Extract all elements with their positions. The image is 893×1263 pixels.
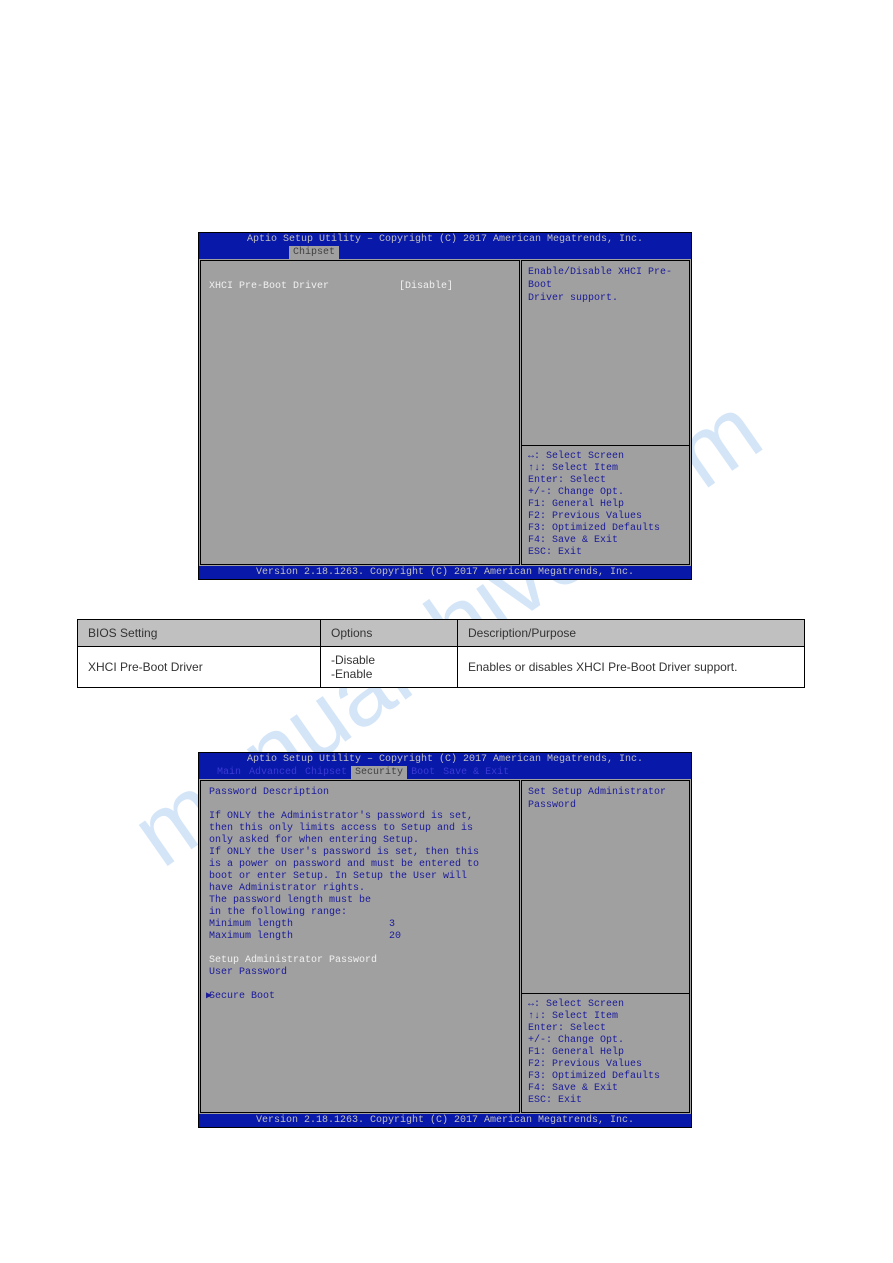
tab-boot[interactable]: Boot [407, 766, 439, 779]
table-row: XHCI Pre-Boot Driver -Disable -Enable En… [78, 647, 805, 688]
setup-admin-password[interactable]: Setup Administrator Password [209, 955, 511, 967]
key-change-opt: +/-: Change Opt. [528, 487, 683, 499]
key-select-screen: ↔: Select Screen [528, 451, 683, 463]
setting-label: XHCI Pre-Boot Driver [209, 281, 399, 292]
bios-tab-bar: Main Advanced Chipset Security Boot Save… [199, 766, 691, 779]
col-options: Options [321, 620, 458, 647]
help-key-list: ↔: Select Screen ↑↓: Select Item Enter: … [522, 445, 689, 564]
tab-main[interactable]: Main [213, 766, 245, 779]
help-description: Enable/Disable XHCI Pre-Boot Driver supp… [522, 261, 689, 445]
help-description: Set Setup Administrator Password [522, 781, 689, 993]
tab-chipset[interactable]: Chipset [301, 766, 351, 779]
bios-tab-bar: Chipset [199, 246, 691, 259]
bios-left-panel: XHCI Pre-Boot Driver [Disable] [200, 260, 520, 565]
key-enter: Enter: Select [528, 1023, 683, 1035]
secure-boot-submenu[interactable]: ▶ Secure Boot [209, 991, 511, 1003]
setting-value: [Disable] [399, 281, 453, 292]
options-table: BIOS Setting Options Description/Purpose… [77, 619, 805, 688]
tab-save-exit[interactable]: Save & Exit [439, 766, 513, 779]
bios-title: Aptio Setup Utility – Copyright (C) 2017… [199, 233, 691, 246]
min-length-row: Minimum length3 [209, 919, 511, 931]
key-select-item: ↑↓: Select Item [528, 1011, 683, 1023]
key-change-opt: +/-: Change Opt. [528, 1035, 683, 1047]
tab-chipset[interactable]: Chipset [289, 246, 339, 259]
col-description: Description/Purpose [458, 620, 805, 647]
key-enter: Enter: Select [528, 475, 683, 487]
submenu-arrow-icon: ▶ [206, 991, 212, 1003]
key-esc: ESC: Exit [528, 547, 683, 559]
user-password[interactable]: User Password [209, 967, 511, 979]
bios-footer: Version 2.18.1263. Copyright (C) 2017 Am… [199, 1114, 691, 1127]
table-header-row: BIOS Setting Options Description/Purpose [78, 620, 805, 647]
bios-right-panel: Set Setup Administrator Password ↔: Sele… [521, 780, 690, 1113]
key-f1: F1: General Help [528, 499, 683, 511]
cell-desc: Enables or disables XHCI Pre-Boot Driver… [458, 647, 805, 688]
key-f4: F4: Save & Exit [528, 535, 683, 547]
bios-title: Aptio Setup Utility – Copyright (C) 2017… [199, 753, 691, 766]
key-esc: ESC: Exit [528, 1095, 683, 1107]
key-f4: F4: Save & Exit [528, 1083, 683, 1095]
max-length-row: Maximum length20 [209, 931, 511, 943]
key-f3: F3: Optimized Defaults [528, 1071, 683, 1083]
help-key-list: ↔: Select Screen ↑↓: Select Item Enter: … [522, 993, 689, 1112]
password-description-header: Password Description [209, 787, 511, 799]
tab-advanced[interactable]: Advanced [245, 766, 301, 779]
bios-window-security: Aptio Setup Utility – Copyright (C) 2017… [198, 752, 692, 1128]
key-f1: F1: General Help [528, 1047, 683, 1059]
cell-options: -Disable -Enable [321, 647, 458, 688]
bios-right-panel: Enable/Disable XHCI Pre-Boot Driver supp… [521, 260, 690, 565]
key-f3: F3: Optimized Defaults [528, 523, 683, 535]
key-f2: F2: Previous Values [528, 1059, 683, 1071]
key-select-item: ↑↓: Select Item [528, 463, 683, 475]
cell-setting: XHCI Pre-Boot Driver [78, 647, 321, 688]
setting-xhci-preboot[interactable]: XHCI Pre-Boot Driver [Disable] [209, 281, 511, 292]
col-setting: BIOS Setting [78, 620, 321, 647]
key-f2: F2: Previous Values [528, 511, 683, 523]
bios-left-panel: Password Description If ONLY the Adminis… [200, 780, 520, 1113]
key-select-screen: ↔: Select Screen [528, 999, 683, 1011]
bios-footer: Version 2.18.1263. Copyright (C) 2017 Am… [199, 566, 691, 579]
tab-security[interactable]: Security [351, 766, 407, 779]
bios-window-chipset: Aptio Setup Utility – Copyright (C) 2017… [198, 232, 692, 580]
